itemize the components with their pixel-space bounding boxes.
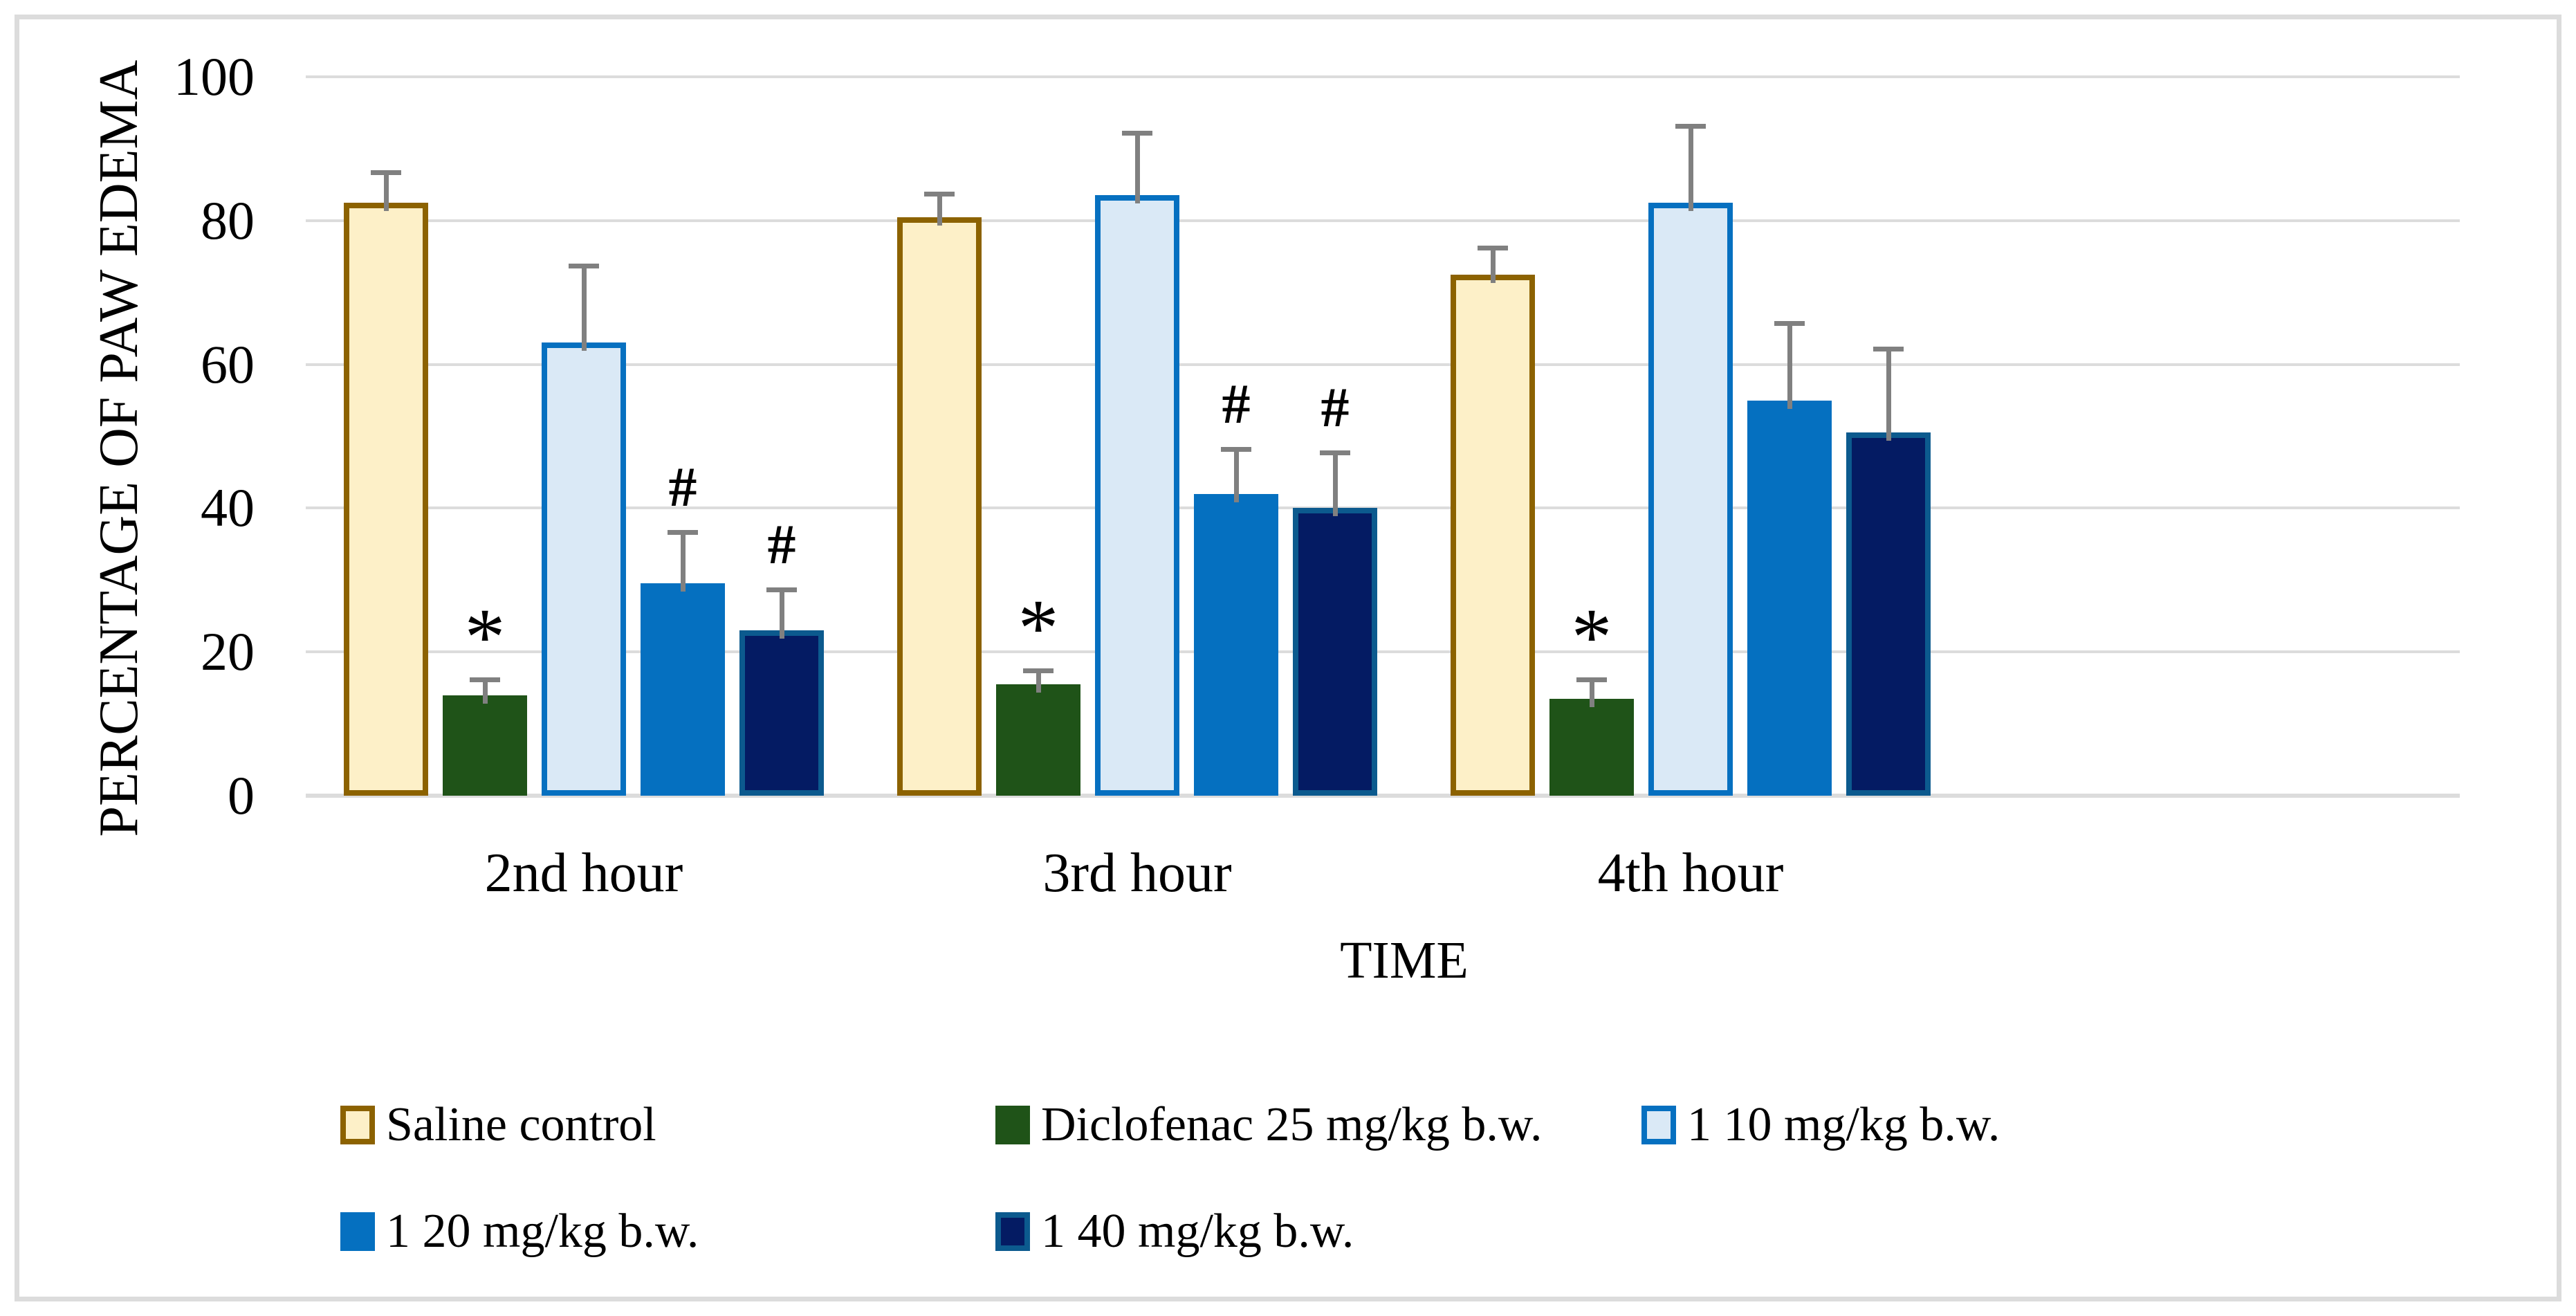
legend-label-1-40-mg-kg-b-w: 1 40 mg/kg b.w. xyxy=(1041,1205,1354,1258)
legend-swatch-1-20-mg-kg-b-w xyxy=(340,1212,375,1251)
significance-star-diclofenac-25-mg-kg-b-w-2nd-hour: * xyxy=(464,591,506,682)
bar-saline-control-4th-hour xyxy=(1451,274,1535,796)
legend-swatch-1-10-mg-kg-b-w xyxy=(1641,1106,1676,1144)
error-bar-cap-1-20-mg-kg-b-w-2nd-hour xyxy=(668,529,698,535)
error-bar-cap-1-40-mg-kg-b-w-3rd-hour xyxy=(1320,450,1350,456)
significance-hash-1-40-mg-kg-b-w-3rd-hour: # xyxy=(1321,376,1350,439)
bar-diclofenac-25-mg-kg-b-w-2nd-hour xyxy=(443,695,527,796)
gridline-0 xyxy=(306,794,2460,798)
error-bar-1-40-mg-kg-b-w-2nd-hour xyxy=(779,587,784,639)
error-bar-1-20-mg-kg-b-w-4th-hour xyxy=(1787,321,1792,409)
y-axis-tick-label-0: 0 xyxy=(228,765,255,825)
gridline-100 xyxy=(306,75,2460,78)
y-axis-tick-label-80: 80 xyxy=(201,190,255,250)
error-bar-1-20-mg-kg-b-w-2nd-hour xyxy=(680,529,686,592)
gridline-20 xyxy=(306,650,2460,654)
error-bar-diclofenac-25-mg-kg-b-w-2nd-hour xyxy=(482,677,488,704)
category-label-3rd-hour: 3rd hour xyxy=(1042,843,1232,904)
error-bar-saline-control-3rd-hour xyxy=(937,192,942,226)
error-bar-1-40-mg-kg-b-w-3rd-hour xyxy=(1332,450,1338,517)
x-axis-title: TIME xyxy=(1340,931,1469,989)
gridline-60 xyxy=(306,363,2460,366)
legend-item-saline-control: Saline control xyxy=(340,1099,656,1151)
error-bar-cap-1-10-mg-kg-b-w-2nd-hour xyxy=(569,264,599,269)
bar-saline-control-3rd-hour xyxy=(897,217,982,796)
error-bar-cap-1-20-mg-kg-b-w-4th-hour xyxy=(1774,321,1805,327)
y-axis-tick-label-100: 100 xyxy=(174,46,255,107)
bar-1-10-mg-kg-b-w-3rd-hour xyxy=(1095,195,1179,796)
legend-label-saline-control: Saline control xyxy=(386,1098,656,1151)
bar-diclofenac-25-mg-kg-b-w-4th-hour xyxy=(1549,698,1634,796)
gridline-80 xyxy=(306,219,2460,222)
error-bar-1-20-mg-kg-b-w-3rd-hour xyxy=(1233,447,1239,502)
error-bar-1-10-mg-kg-b-w-2nd-hour xyxy=(581,264,587,351)
legend-label-diclofenac-25-mg-kg-b-w: Diclofenac 25 mg/kg b.w. xyxy=(1041,1098,1543,1151)
legend-label-1-10-mg-kg-b-w: 1 10 mg/kg b.w. xyxy=(1687,1098,2000,1151)
error-bar-1-40-mg-kg-b-w-4th-hour xyxy=(1886,346,1891,441)
error-bar-cap-1-20-mg-kg-b-w-3rd-hour xyxy=(1221,447,1251,453)
bar-1-40-mg-kg-b-w-3rd-hour xyxy=(1293,508,1377,796)
bar-1-40-mg-kg-b-w-2nd-hour xyxy=(739,630,824,796)
significance-hash-1-20-mg-kg-b-w-3rd-hour: # xyxy=(1222,372,1251,436)
error-bar-cap-diclofenac-25-mg-kg-b-w-3rd-hour xyxy=(1023,668,1054,674)
error-bar-cap-1-40-mg-kg-b-w-4th-hour xyxy=(1873,346,1904,351)
error-bar-cap-1-10-mg-kg-b-w-4th-hour xyxy=(1675,123,1706,129)
bar-1-20-mg-kg-b-w-4th-hour xyxy=(1747,400,1832,796)
error-bar-diclofenac-25-mg-kg-b-w-3rd-hour xyxy=(1036,668,1041,693)
error-bar-cap-diclofenac-25-mg-kg-b-w-2nd-hour xyxy=(470,677,500,682)
error-bar-cap-saline-control-3rd-hour xyxy=(924,192,955,197)
significance-hash-1-40-mg-kg-b-w-2nd-hour: # xyxy=(767,512,796,576)
significance-star-diclofenac-25-mg-kg-b-w-3rd-hour: * xyxy=(1018,583,1059,674)
error-bar-cap-saline-control-4th-hour xyxy=(1478,246,1508,251)
bar-1-10-mg-kg-b-w-2nd-hour xyxy=(542,342,626,796)
legend-swatch-diclofenac-25-mg-kg-b-w xyxy=(995,1106,1030,1144)
error-bar-1-10-mg-kg-b-w-3rd-hour xyxy=(1134,130,1140,204)
error-bar-cap-1-10-mg-kg-b-w-3rd-hour xyxy=(1122,130,1152,136)
error-bar-diclofenac-25-mg-kg-b-w-4th-hour xyxy=(1589,677,1594,707)
legend-item-diclofenac-25-mg-kg-b-w: Diclofenac 25 mg/kg b.w. xyxy=(995,1099,1542,1151)
significance-star-diclofenac-25-mg-kg-b-w-4th-hour: * xyxy=(1571,591,1612,682)
legend-item-1-10-mg-kg-b-w: 1 10 mg/kg b.w. xyxy=(1641,1099,2000,1151)
category-label-4th-hour: 4th hour xyxy=(1597,843,1784,904)
bar-1-20-mg-kg-b-w-2nd-hour xyxy=(641,583,725,796)
error-bar-1-10-mg-kg-b-w-4th-hour xyxy=(1688,123,1693,211)
legend-label-1-20-mg-kg-b-w: 1 20 mg/kg b.w. xyxy=(386,1205,699,1258)
error-bar-cap-saline-control-2nd-hour xyxy=(371,170,401,176)
bar-saline-control-2nd-hour xyxy=(344,202,428,796)
y-axis-tick-label-20: 20 xyxy=(201,621,255,682)
legend-swatch-1-40-mg-kg-b-w xyxy=(995,1212,1030,1251)
bar-1-20-mg-kg-b-w-3rd-hour xyxy=(1194,493,1278,796)
error-bar-saline-control-2nd-hour xyxy=(383,170,389,211)
y-axis-title: PERCENTAGE OF PAW EDEMA xyxy=(89,60,149,837)
error-bar-cap-diclofenac-25-mg-kg-b-w-4th-hour xyxy=(1576,677,1607,682)
y-axis-tick-label-40: 40 xyxy=(201,477,255,538)
legend-item-1-40-mg-kg-b-w: 1 40 mg/kg b.w. xyxy=(995,1205,1354,1258)
y-axis-tick-label-60: 60 xyxy=(201,333,255,394)
bar-1-10-mg-kg-b-w-4th-hour xyxy=(1648,202,1733,796)
bar-1-40-mg-kg-b-w-4th-hour xyxy=(1846,432,1931,796)
legend-swatch-saline-control xyxy=(340,1106,375,1144)
gridline-40 xyxy=(306,506,2460,510)
category-label-2nd-hour: 2nd hour xyxy=(484,843,683,904)
error-bar-saline-control-4th-hour xyxy=(1490,246,1496,283)
significance-hash-1-20-mg-kg-b-w-2nd-hour: # xyxy=(668,455,697,518)
bar-diclofenac-25-mg-kg-b-w-3rd-hour xyxy=(996,684,1080,796)
error-bar-cap-1-40-mg-kg-b-w-2nd-hour xyxy=(766,587,797,592)
legend-item-1-20-mg-kg-b-w: 1 20 mg/kg b.w. xyxy=(340,1205,699,1258)
